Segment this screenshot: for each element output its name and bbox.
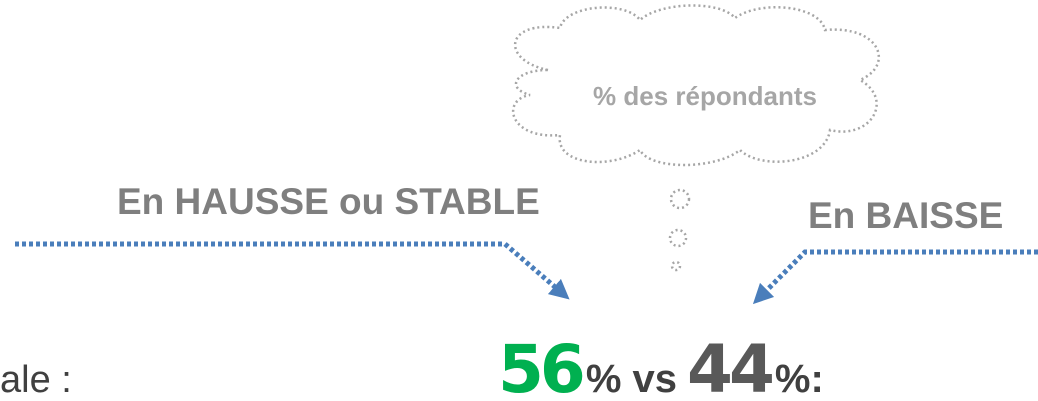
caption: ale :	[0, 359, 72, 401]
arrows	[15, 241, 1038, 305]
end-text: %:	[775, 357, 824, 401]
comparison: 56% vs 44%:	[498, 331, 824, 401]
first-value: 56	[498, 331, 583, 401]
middle-text: % vs	[586, 357, 677, 401]
cloud-label: % des répondants	[593, 81, 817, 111]
left-label: En HAUSSE ou STABLE	[117, 181, 540, 222]
left-arrow	[15, 241, 570, 300]
right-label: En BAISSE	[808, 195, 1003, 236]
thought-cloud	[512, 4, 880, 272]
second-value: 44	[687, 331, 772, 401]
right-arrow	[752, 249, 1038, 305]
